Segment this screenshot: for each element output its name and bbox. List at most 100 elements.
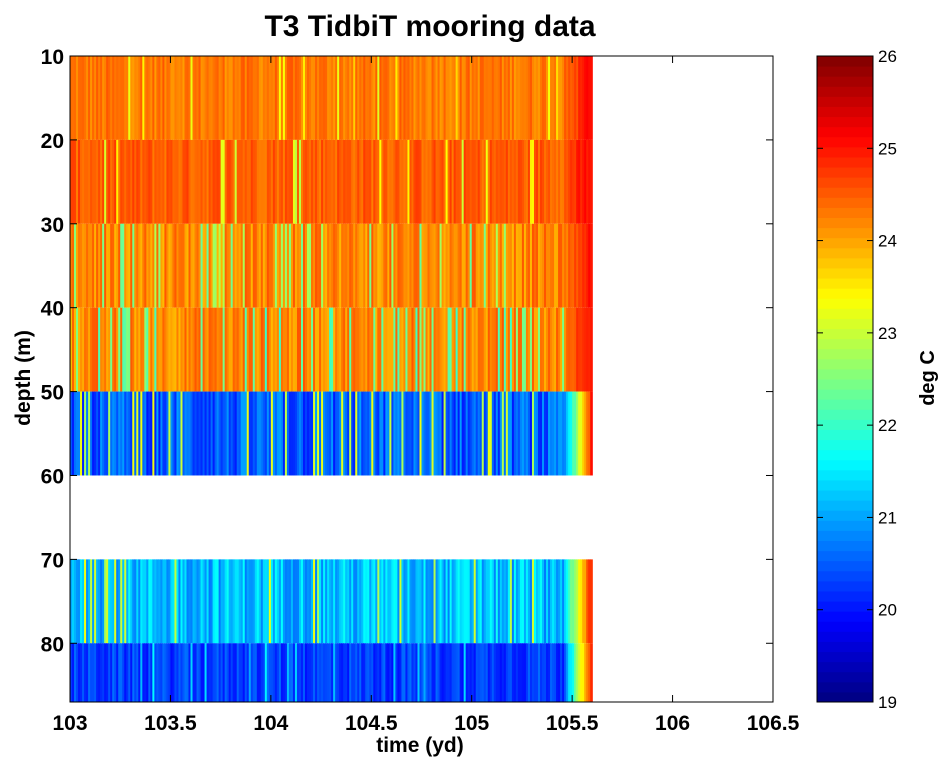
colorbar-tick-label: 23: [878, 324, 897, 343]
heatmap-cell: [276, 56, 280, 140]
heatmap-cell: [345, 56, 348, 140]
heatmap-cell: [377, 56, 380, 140]
heatmap-cell: [106, 559, 109, 644]
x-tick-label: 103: [52, 712, 87, 735]
colorbar-tick-label: 21: [878, 508, 897, 527]
heatmap-cell: [437, 559, 441, 644]
heatmap-cell: [389, 391, 392, 476]
heatmap-cell: [226, 139, 230, 224]
heatmap-cell: [582, 139, 585, 224]
heatmap-cell: [321, 56, 324, 140]
heatmap-cell: [429, 643, 433, 702]
heatmap-cell: [128, 391, 131, 476]
heatmap-cell: [302, 307, 306, 392]
heatmap-cell: [463, 223, 467, 308]
heatmap-cell: [403, 391, 407, 476]
x-tick-label: 104: [253, 712, 288, 735]
heatmap-cell: [290, 559, 294, 644]
heatmap-cell: [570, 139, 573, 224]
heatmap-cell: [302, 56, 306, 140]
heatmap-cell: [319, 56, 322, 140]
heatmap-cell: [333, 139, 336, 224]
heatmap-cell: [194, 643, 198, 702]
heatmap-cell: [204, 56, 208, 140]
heatmap-cell: [363, 223, 366, 308]
heatmap-cell: [272, 139, 276, 224]
heatmap-cell: [485, 307, 489, 392]
heatmap-cell: [258, 56, 262, 140]
heatmap-cell: [234, 307, 238, 392]
heatmap-cell: [118, 307, 121, 392]
heatmap-cell: [413, 559, 417, 644]
heatmap-cell: [413, 223, 417, 308]
heatmap-cell: [132, 643, 135, 702]
heatmap-cell: [554, 391, 557, 476]
heatmap-cell: [375, 559, 378, 644]
heatmap-cell: [106, 391, 109, 476]
heatmap-cell: [493, 139, 497, 224]
heatmap-cell: [264, 307, 268, 392]
heatmap-cell: [409, 391, 413, 476]
heatmap-cell: [523, 391, 527, 476]
heatmap-cell: [401, 559, 405, 644]
heatmap-cell: [124, 307, 127, 392]
heatmap-cell: [254, 223, 258, 308]
heatmap-cell: [98, 643, 101, 702]
heatmap-cell: [190, 391, 194, 476]
heatmap-cell: [401, 643, 405, 702]
heatmap-cell: [473, 559, 477, 644]
heatmap-cell: [365, 559, 368, 644]
heatmap-cell: [74, 223, 77, 308]
heatmap-cell: [588, 139, 591, 224]
heatmap-cell: [192, 56, 196, 140]
heatmap-cell: [142, 307, 145, 392]
heatmap-cell: [272, 643, 276, 702]
heatmap-cell: [527, 391, 531, 476]
heatmap-cell: [218, 307, 222, 392]
heatmap-cell: [511, 223, 515, 308]
heatmap-cell: [369, 391, 372, 476]
heatmap-cell: [568, 307, 571, 392]
heatmap-cell: [162, 643, 165, 702]
heatmap-cell: [353, 139, 356, 224]
heatmap-cell: [298, 559, 302, 644]
heatmap-cell: [313, 56, 316, 140]
heatmap-cell: [431, 643, 435, 702]
heatmap-cell: [550, 643, 553, 702]
heatmap-cell: [337, 559, 340, 644]
heatmap-cell: [258, 139, 262, 224]
heatmap-cell: [590, 643, 593, 702]
heatmap-cell: [465, 559, 469, 644]
heatmap-cell: [560, 139, 563, 224]
y-tick-label: 20: [41, 130, 64, 153]
heatmap-cell: [264, 223, 268, 308]
heatmap-cell: [296, 223, 300, 308]
heatmap-cell: [104, 139, 107, 224]
heatmap-cell: [128, 559, 131, 644]
heatmap-cell: [357, 307, 360, 392]
heatmap-cell: [226, 307, 230, 392]
heatmap-cell: [106, 307, 109, 392]
heatmap-cell: [305, 223, 308, 308]
heatmap-cell: [190, 307, 194, 392]
heatmap-cell: [262, 56, 266, 140]
heatmap-cell: [413, 391, 417, 476]
heatmap-cell: [182, 56, 186, 140]
heatmap-cell: [361, 56, 364, 140]
chart-title: T3 TidbiT mooring data: [264, 10, 595, 43]
heatmap-cell: [160, 559, 163, 644]
heatmap-cell: [339, 559, 342, 644]
heatmap-cell: [387, 307, 390, 392]
heatmap-cell: [319, 223, 322, 308]
heatmap-cell: [323, 643, 326, 702]
heatmap-cell: [286, 56, 290, 140]
heatmap-cell: [134, 643, 137, 702]
colorbar-swatch: [817, 358, 873, 370]
y-tick-label: 50: [41, 382, 64, 405]
heatmap-cell: [238, 391, 242, 476]
heatmap-cell: [208, 307, 212, 392]
heatmap-cell: [509, 56, 513, 140]
heatmap-cell: [435, 391, 439, 476]
heatmap-cell: [242, 559, 246, 644]
heatmap-cell: [94, 643, 97, 702]
